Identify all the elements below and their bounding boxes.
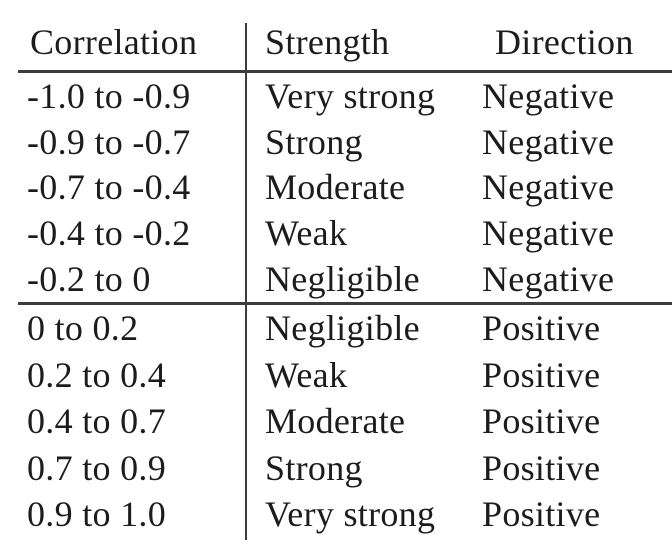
table-row: 0.7 to 0.9 Strong Positive: [18, 444, 672, 491]
table-row: -0.9 to -0.7 Strong Negative: [18, 119, 672, 165]
strength-cell: Weak: [265, 354, 348, 395]
table-row: -0.7 to -0.4 Moderate Negative: [18, 165, 672, 211]
correlation-strength-table: Correlation Strength Direction -1.0 to -…: [18, 0, 672, 546]
correlation-range-cell: -0.9 to -0.7: [27, 121, 191, 162]
correlation-range-cell: 0.2 to 0.4: [27, 354, 167, 395]
table-row: 0.9 to 1.0 Very strong Positive: [18, 491, 672, 538]
header-correlation: Correlation: [30, 22, 198, 62]
correlation-range-cell: 0.7 to 0.9: [27, 447, 167, 488]
direction-cell: Positive: [482, 494, 601, 535]
strength-cell: Moderate: [265, 401, 406, 442]
direction-cell: Negative: [482, 259, 615, 300]
strength-cell: Negligible: [265, 308, 420, 349]
table-row: -1.0 to -0.9 Very strong Negative: [18, 73, 672, 119]
direction-cell: Negative: [482, 167, 615, 208]
table-row: -0.2 to 0 Negligible Negative: [18, 256, 672, 302]
negative-section: -1.0 to -0.9 Very strong Negative -0.9 t…: [18, 73, 672, 302]
table-row: 0.4 to 0.7 Moderate Positive: [18, 398, 672, 445]
strength-cell: Strong: [265, 121, 363, 162]
correlation-range-cell: 0.9 to 1.0: [27, 494, 167, 535]
strength-cell: Weak: [265, 213, 348, 254]
strength-cell: Strong: [265, 447, 363, 488]
column-divider-line: [245, 23, 247, 540]
correlation-range-cell: -1.0 to -0.9: [27, 75, 191, 116]
header-direction: Direction: [495, 22, 634, 62]
correlation-range-cell: 0.4 to 0.7: [27, 401, 167, 442]
direction-cell: Negative: [482, 75, 615, 116]
table-header-row: Correlation Strength Direction: [18, 14, 672, 70]
table-row: -0.4 to -0.2 Weak Negative: [18, 210, 672, 256]
positive-section: 0 to 0.2 Negligible Positive 0.2 to 0.4 …: [18, 305, 672, 538]
correlation-range-cell: 0 to 0.2: [27, 308, 139, 349]
direction-cell: Positive: [482, 401, 601, 442]
direction-cell: Negative: [482, 213, 615, 254]
table-row: 0.2 to 0.4 Weak Positive: [18, 351, 672, 398]
table-row: 0 to 0.2 Negligible Positive: [18, 305, 672, 352]
correlation-range-cell: -0.2 to 0: [27, 259, 151, 300]
header-strength: Strength: [265, 22, 390, 62]
strength-cell: Negligible: [265, 259, 420, 300]
direction-cell: Positive: [482, 354, 601, 395]
strength-cell: Very strong: [265, 494, 436, 535]
strength-cell: Very strong: [265, 75, 436, 116]
correlation-range-cell: -0.4 to -0.2: [27, 213, 191, 254]
direction-cell: Positive: [482, 447, 601, 488]
direction-cell: Negative: [482, 121, 615, 162]
header-bottom-rule: [18, 70, 672, 73]
strength-cell: Moderate: [265, 167, 406, 208]
correlation-range-cell: -0.7 to -0.4: [27, 167, 191, 208]
section-divider-rule: [18, 301, 672, 305]
direction-cell: Positive: [482, 308, 601, 349]
